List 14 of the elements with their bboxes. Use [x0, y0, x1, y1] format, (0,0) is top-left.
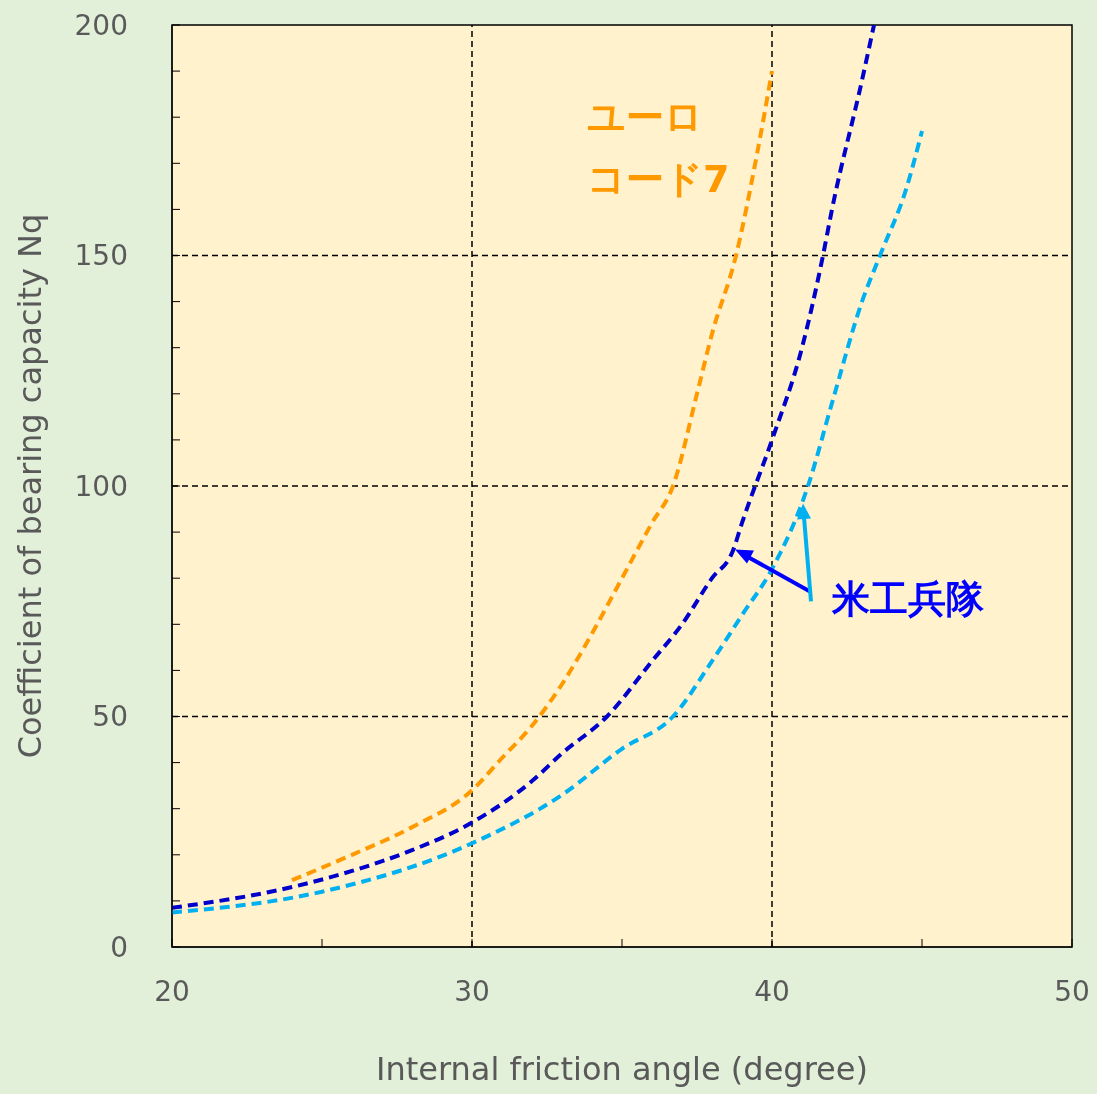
y-axis-title: Coefficient of bearing capacity Nq [11, 213, 50, 759]
x-tick-label: 20 [154, 974, 190, 1008]
y-tick-label: 0 [110, 930, 128, 964]
line-series [290, 69, 774, 883]
y-tick-label: 100 [74, 469, 128, 503]
x-tick-label: 30 [454, 974, 490, 1008]
y-tick-label: 200 [74, 8, 128, 42]
x-tick-label: 40 [754, 974, 790, 1008]
x-axis-title: Internal friction angle (degree) [376, 1050, 868, 1088]
x-tick-label: 50 [1054, 974, 1090, 1008]
y-tick-label: 50 [92, 700, 128, 734]
series-label: ユーロコード7 [587, 94, 731, 204]
y-tick-label: 150 [74, 239, 128, 273]
annotation: 米工兵隊 [832, 576, 984, 624]
